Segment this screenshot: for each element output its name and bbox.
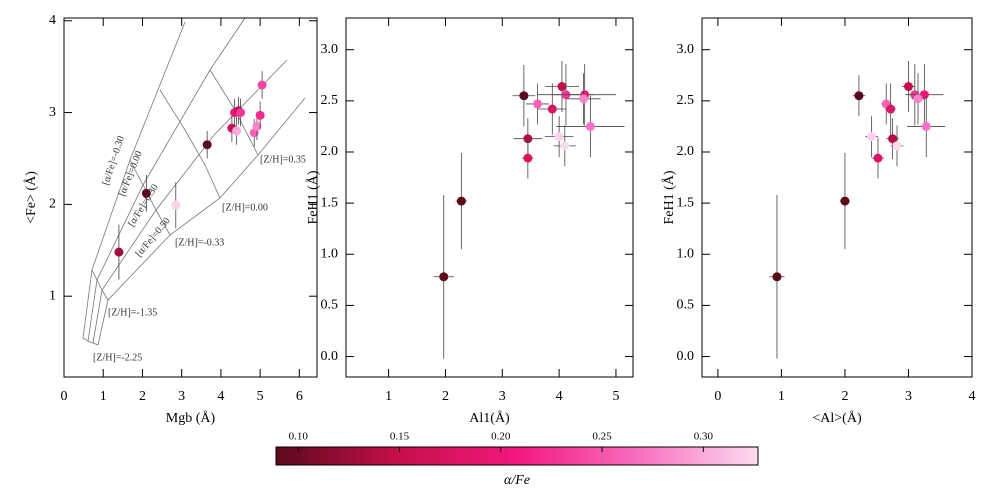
y-tick-label: 3 — [49, 105, 56, 120]
x-tick-label: 6 — [296, 389, 303, 404]
model-grid — [82, 17, 306, 346]
annotation: [α/Fe]=0.30 — [126, 182, 161, 228]
colorbar-tick-label: 0.15 — [390, 431, 410, 443]
x-axis-label: Al1(Å) — [469, 410, 510, 426]
point — [873, 153, 883, 163]
point — [252, 121, 262, 131]
point — [171, 200, 181, 210]
y-axis-label: FeH1 (Å) — [305, 170, 321, 224]
point — [236, 108, 246, 118]
x-tick-label: 4 — [217, 389, 224, 404]
y-tick-label: 1.0 — [321, 246, 339, 261]
colorbar — [275, 446, 759, 466]
point — [255, 110, 265, 120]
x-tick-label: 1 — [385, 389, 392, 404]
point — [202, 140, 212, 150]
point — [519, 91, 529, 101]
y-tick-label: 2.0 — [677, 144, 695, 159]
y-tick-label: 3.0 — [677, 42, 695, 57]
point — [257, 80, 267, 90]
y-tick-label: 1.5 — [677, 195, 695, 210]
point — [585, 121, 595, 131]
x-axis-label: Mgb (Å) — [166, 410, 216, 426]
point — [456, 196, 466, 206]
x-tick-label: 2 — [442, 389, 449, 404]
point — [840, 196, 850, 206]
point — [533, 99, 543, 109]
colorbar-tick-label: 0.20 — [491, 431, 511, 443]
point — [903, 82, 913, 92]
point — [579, 94, 589, 104]
y-tick-label: 2 — [49, 197, 56, 212]
y-tick-label: 2.5 — [677, 93, 695, 108]
y-tick-label: 3.0 — [321, 42, 339, 57]
x-tick-label: 2 — [841, 389, 848, 404]
x-tick-label: 4 — [556, 389, 563, 404]
y-tick-label: 0.0 — [677, 349, 695, 364]
point — [888, 134, 898, 144]
y-tick-label: 1 — [49, 288, 56, 303]
annotation: [Z/H]=-1.35 — [108, 307, 157, 318]
y-tick-label: 2.5 — [321, 93, 339, 108]
annotation: [Z/H]=0.00 — [222, 202, 268, 213]
y-axis-label: FeH1 (Å) — [661, 170, 677, 224]
y-tick-label: 0.0 — [321, 349, 339, 364]
x-tick-label: 5 — [612, 389, 619, 404]
point — [913, 94, 923, 104]
x-tick-label: 3 — [178, 389, 185, 404]
y-tick-label: 1.0 — [677, 246, 695, 261]
colorbar-tick-label: 0.10 — [289, 431, 309, 443]
point — [867, 132, 877, 142]
y-tick-label: 0.5 — [677, 298, 695, 313]
x-axis-label: <Al>(Å) — [812, 410, 862, 426]
point — [772, 272, 782, 282]
x-tick-label: 3 — [905, 389, 912, 404]
y-tick-label: 4 — [49, 13, 56, 28]
point — [854, 91, 864, 101]
plot-frame — [63, 17, 318, 378]
x-tick-label: 1 — [778, 389, 785, 404]
point — [523, 153, 533, 163]
x-tick-label: 2 — [139, 389, 146, 404]
point — [547, 104, 557, 114]
x-tick-label: 0 — [61, 389, 68, 404]
plot-frame — [701, 17, 973, 378]
colorbar-label: α/Fe — [504, 473, 530, 488]
point — [892, 141, 902, 151]
annotation: [Z/H]=0.35 — [260, 154, 306, 165]
point — [921, 121, 931, 131]
colorbar-tick-label: 0.25 — [592, 431, 612, 443]
plot-frame — [345, 17, 634, 378]
x-tick-label: 5 — [257, 389, 264, 404]
annotation: [Z/H]=-2.25 — [93, 352, 142, 363]
x-tick-label: 1 — [100, 389, 107, 404]
y-tick-label: 0.5 — [321, 298, 339, 313]
colorbar-tick-label: 0.30 — [694, 431, 714, 443]
point — [141, 188, 151, 198]
point — [439, 272, 449, 282]
x-tick-label: 0 — [714, 389, 721, 404]
y-tick-label: 1.5 — [321, 195, 339, 210]
y-axis-label: <Fe> (Å) — [23, 171, 39, 224]
point — [554, 132, 564, 142]
point — [114, 247, 124, 257]
point — [560, 141, 570, 151]
annotation: [Z/H]=-0.33 — [175, 237, 224, 248]
point — [557, 82, 567, 92]
y-tick-label: 2.0 — [321, 144, 339, 159]
x-tick-label: 4 — [969, 389, 976, 404]
x-tick-label: 3 — [499, 389, 506, 404]
point — [886, 104, 896, 114]
point — [232, 126, 242, 136]
